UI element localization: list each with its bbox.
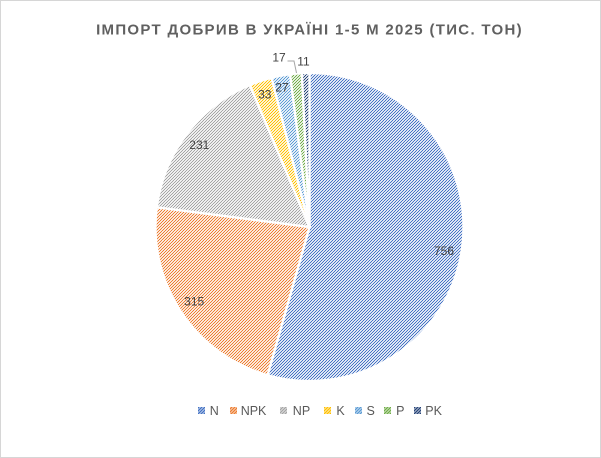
svg-text:231: 231 [189,138,209,152]
svg-text:P: P [396,404,404,418]
svg-text:315: 315 [184,295,204,309]
svg-text:N: N [210,404,219,418]
svg-text:NP: NP [293,404,310,418]
svg-text:17: 17 [272,51,286,65]
svg-text:27: 27 [275,81,289,95]
svg-text:33: 33 [258,87,272,101]
svg-text:PK: PK [425,404,442,418]
svg-text:K: K [336,404,345,418]
svg-text:11: 11 [297,55,310,69]
svg-text:NPK: NPK [241,404,267,418]
svg-text:S: S [367,404,375,418]
svg-text:ІМПОРТ ДОБРИВ В УКРАЇНІ 1-5 М: ІМПОРТ ДОБРИВ В УКРАЇНІ 1-5 М 2025 (ТИС.… [96,22,523,39]
svg-text:756: 756 [434,244,454,258]
